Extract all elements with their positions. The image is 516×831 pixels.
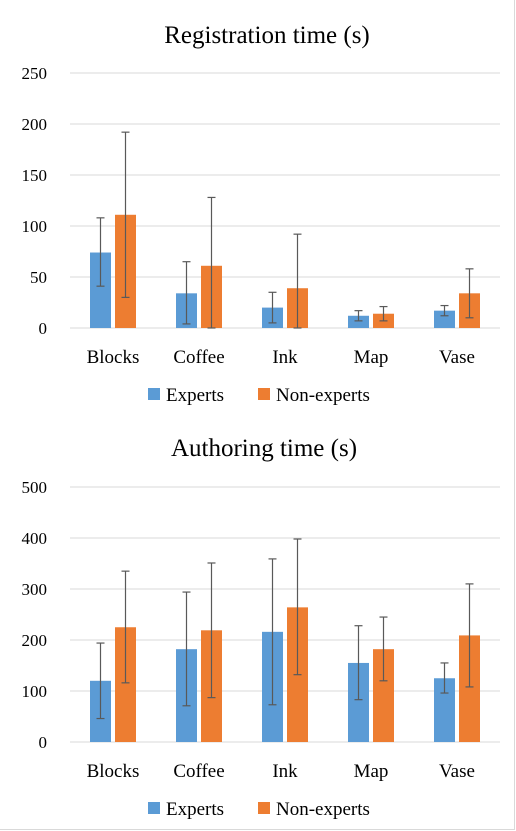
y-tick-label: 200 [22,115,48,134]
legend-swatch-experts [148,802,160,814]
legend: Experts Non-experts [148,385,370,406]
y-tick-label: 500 [22,478,48,497]
legend-label-non-experts: Non-experts [276,385,370,406]
x-category-label: Map [354,761,389,782]
x-category-label: Ink [272,761,298,782]
x-category-label: Blocks [87,347,140,368]
x-category-label: Map [354,347,389,368]
y-tick-label: 200 [22,631,48,650]
y-tick-label: 100 [22,217,48,236]
y-tick-label: 250 [22,64,48,83]
legend-swatch-experts [148,388,160,400]
chart-title: Registration time (s) [164,22,370,49]
x-category-label: Coffee [173,761,224,782]
bar-non-experts-map [373,649,394,742]
bar-experts-vase [434,310,455,328]
y-tick-label: 0 [39,733,48,752]
bar-experts-map [348,315,369,328]
x-category-label: Blocks [87,761,140,782]
bar-non-experts-vase [459,635,480,742]
x-category-label: Vase [439,761,475,782]
bar-non-experts-blocks [115,627,136,742]
y-tick-label: 400 [22,529,48,548]
legend-label-experts: Experts [166,385,224,406]
y-tick-label: 150 [22,166,48,185]
y-tick-label: 300 [22,580,48,599]
authoring-time-chart: Authoring time (s) 0 100 200 300 400 500 Block… [22,435,500,820]
y-tick-label: 50 [30,268,47,287]
x-category-label: Coffee [173,347,224,368]
legend-swatch-non-experts [258,388,270,400]
y-tick-label: 100 [22,682,48,701]
chart-title: Authoring time (s) [171,435,357,462]
legend-swatch-non-experts [258,802,270,814]
plot-area: 0 50 100 150 200 250 Blocks Coffee Ink Map Vase [22,64,500,368]
x-category-label: Vase [439,347,475,368]
bar-experts-map [348,662,369,742]
bar-experts-vase [434,678,455,742]
bar-experts-blocks [90,252,111,328]
legend-label-experts: Experts [166,799,224,820]
registration-time-chart: Registration time (s) 0 50 100 150 200 250 Blo… [22,22,500,406]
x-category-label: Ink [272,347,298,368]
legend: Experts Non-experts [148,799,370,820]
plot-area: 0 100 200 300 400 500 Blocks Coffee Ink Map Vase [22,478,500,782]
y-tick-label: 0 [39,319,48,338]
legend-label-non-experts: Non-experts [276,799,370,820]
